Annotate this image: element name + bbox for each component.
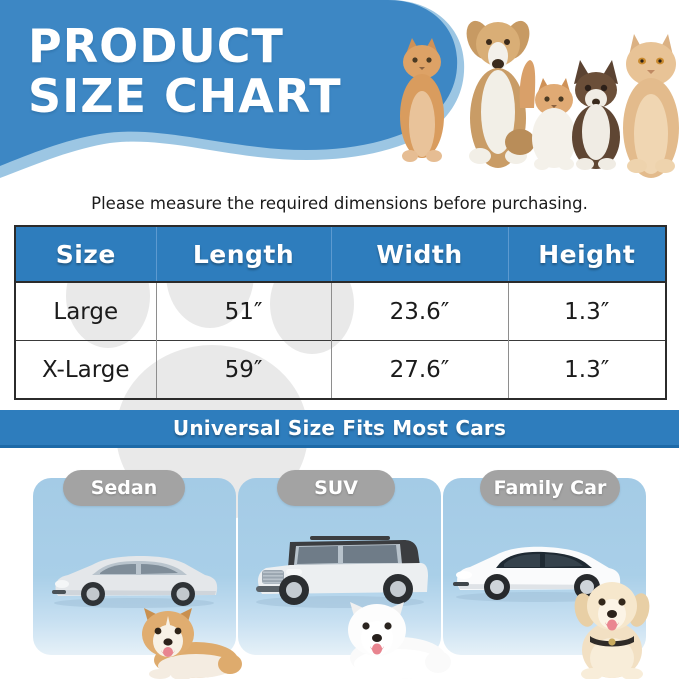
corgi-dog-icon [142,608,242,679]
vehicle-label-suv: SUV [277,470,395,506]
vehicle-label-text: Sedan [90,477,158,499]
orange-tabby-cat-icon [400,38,444,162]
cell-height: 1.3″ [508,340,666,399]
title-line-1: PRODUCT [28,19,284,73]
cream-cat-icon [623,34,679,178]
table-header-row: Size Length Width Height [15,226,666,282]
cell-length: 51″ [156,282,332,341]
cell-height: 1.3″ [564,298,610,325]
white-family-car-icon [453,546,621,602]
header-blob-shape [0,0,465,178]
column-header-size: Size [15,226,157,282]
intro-instruction-text: Please measure the required dimensions b… [91,194,588,213]
vehicle-label-family-car: Family Car [480,470,620,506]
golden-retriever-puppy-icon [574,582,650,679]
size-chart-table: Size Length Width Height Large 51″ 23.6″… [14,225,667,400]
cell-size: Large [15,282,157,341]
white-suv-car-icon [256,536,428,608]
table-row: X-Large 59″ 27.6″ 1.3″ [15,340,666,399]
table-row: Large 51″ 23.6″ 1.3″ [15,282,666,341]
vehicle-label-text: SUV [314,477,358,499]
cell-width: 27.6″ [331,340,509,399]
vehicle-panels-section: Sedan SUV Family Car [0,470,679,679]
cell-size: X-Large [15,340,157,399]
column-header-length: Length [156,226,332,282]
beagle-dog-icon [466,20,535,168]
chihuahua-dog-icon [572,60,620,170]
column-header-width: Width [331,226,509,282]
pets-group-photo [400,20,679,178]
page-title: PRODUCT SIZE CHART [28,21,388,121]
title-line-2: SIZE CHART [28,69,342,123]
vehicle-label-text: Family Car [493,477,607,499]
samoyed-dog-icon [348,602,451,679]
column-header-height: Height [508,226,666,282]
small-orange-white-cat-icon [519,60,576,170]
silver-sedan-car-icon [52,556,218,608]
cell-width: 23.6″ [331,282,509,341]
cell-length: 59″ [156,340,332,399]
vehicle-label-sedan: Sedan [63,470,185,506]
universal-size-banner-text: Universal Size Fits Most Cars [172,415,507,440]
universal-size-banner: Universal Size Fits Most Cars [0,410,679,448]
